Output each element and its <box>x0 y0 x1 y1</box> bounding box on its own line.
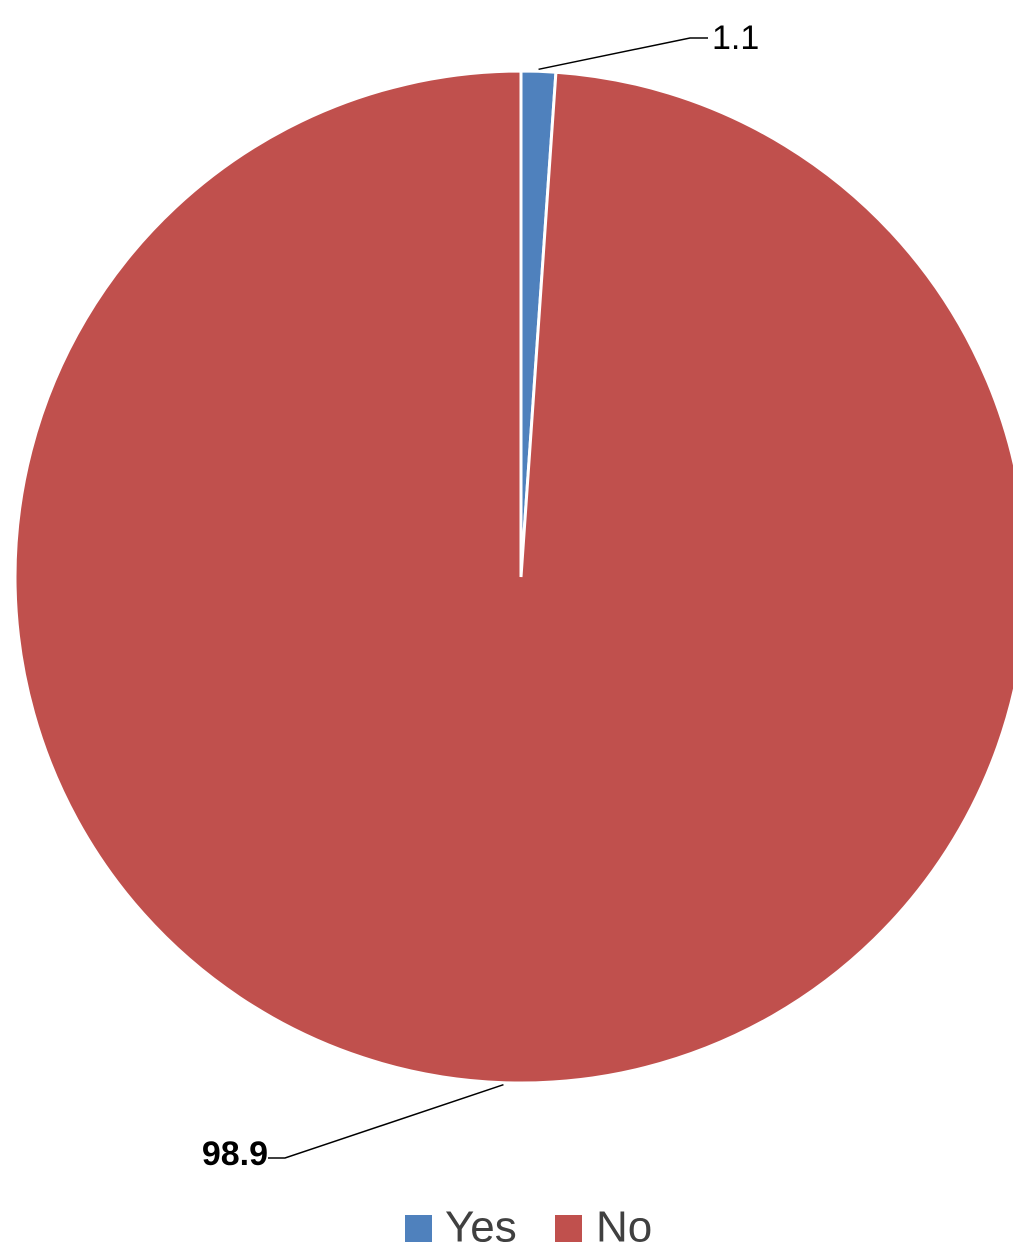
leader-line-yes <box>538 37 708 71</box>
legend-label-yes: Yes <box>445 1203 517 1252</box>
data-label-yes: 1.1 <box>712 19 759 57</box>
legend-swatch-no <box>555 1215 582 1242</box>
data-label-no: 98.9 <box>202 1135 268 1173</box>
data-labels: 1.1 98.9 <box>202 19 759 1173</box>
pie-slice-no <box>13 69 1013 1085</box>
leader-lines <box>268 37 708 1159</box>
legend-swatch-yes <box>405 1215 432 1242</box>
pie-slices <box>13 69 1013 1085</box>
leader-line-no <box>268 1083 504 1159</box>
legend-label-no: No <box>596 1203 652 1252</box>
legend: Yes No <box>405 1203 652 1252</box>
